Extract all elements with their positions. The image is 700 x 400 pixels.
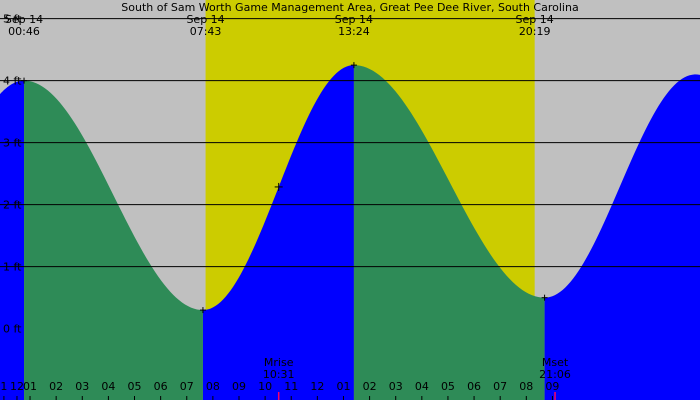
extreme-markers [3, 62, 556, 400]
x-tick-label: 03 [389, 380, 403, 393]
y-tick-label: 5 ft [3, 13, 22, 26]
top-date-label: Sep 14 [186, 13, 224, 26]
x-tick-label: 01 [336, 380, 350, 393]
top-time-label: 07:43 [190, 25, 222, 38]
x-tick-label: 09 [232, 380, 246, 393]
tide-area [0, 65, 700, 400]
x-tick-label: 1 [0, 380, 7, 393]
x-tick-label: 02 [49, 380, 63, 393]
gridlines [0, 18, 700, 268]
x-tick-label: 08 [206, 380, 220, 393]
chart-title: South of Sam Worth Game Management Area,… [121, 1, 578, 14]
y-tick-label: 3 ft [3, 137, 22, 150]
x-tick-label: 06 [467, 380, 481, 393]
x-tick-label: 07 [493, 380, 507, 393]
moon-event-time: 21:06 [539, 368, 571, 381]
x-tick-label: 01 [23, 380, 37, 393]
falling-tide-segment [353, 65, 545, 400]
top-date-label: Sep 14 [516, 13, 554, 26]
x-tick-label: 02 [363, 380, 377, 393]
x-tick-label: 12 [310, 380, 324, 393]
moon-event-label: Mrise [264, 356, 294, 369]
y-tick-label: 0 ft [3, 323, 22, 336]
rising-tide-segment [0, 80, 25, 400]
x-tick-label: 07 [180, 380, 194, 393]
x-tick-label: 08 [519, 380, 533, 393]
falling-tide-segment [24, 80, 203, 400]
y-tick-label: 2 ft [3, 199, 22, 212]
rising-tide-segment [202, 65, 354, 400]
y-tick-label: 1 ft [3, 261, 22, 274]
x-tick-label: 10 [258, 380, 272, 393]
x-tick-label: 03 [75, 380, 89, 393]
x-tick-label: 06 [154, 380, 168, 393]
rising-tide-segment [544, 74, 700, 400]
moon-event-label: Mset [542, 356, 569, 369]
top-time-label: 00:46 [8, 25, 40, 38]
top-date-label: Sep 14 [335, 13, 373, 26]
moon-event-time: 10:31 [263, 368, 295, 381]
x-tick-label: 12 [10, 380, 24, 393]
top-date-label: Sep 14 [5, 13, 43, 26]
top-time-label: 20:19 [519, 25, 551, 38]
x-tick-label: 04 [101, 380, 115, 393]
top-time-label: 13:24 [338, 25, 370, 38]
y-tick-label: 4 ft [3, 75, 22, 88]
labels: South of Sam Worth Game Management Area,… [0, 1, 578, 393]
x-tick-label: 09 [545, 380, 559, 393]
x-tick-label: 05 [441, 380, 455, 393]
x-tick-label: 04 [415, 380, 429, 393]
x-tick-label: 11 [284, 380, 298, 393]
x-tick-label: 05 [128, 380, 142, 393]
